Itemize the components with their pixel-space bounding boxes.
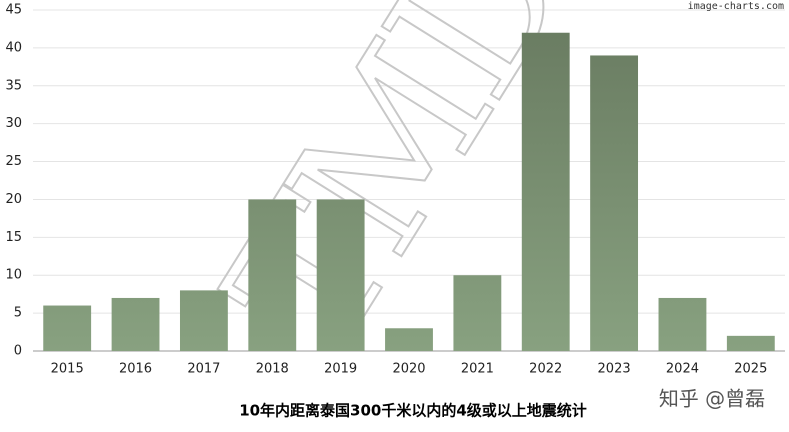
y-tick-label: 5 bbox=[14, 306, 22, 321]
x-tick-label: 2024 bbox=[666, 362, 699, 377]
x-tick-label: 2019 bbox=[324, 362, 357, 377]
bar bbox=[453, 275, 502, 351]
y-tick-label: 15 bbox=[5, 230, 22, 245]
bar bbox=[726, 335, 775, 351]
bar bbox=[590, 55, 639, 351]
x-tick-label: 2025 bbox=[734, 362, 767, 377]
y-tick-label: 30 bbox=[5, 116, 22, 131]
x-tick-label: 2016 bbox=[119, 362, 152, 377]
bar bbox=[521, 32, 570, 351]
x-tick-label: 2020 bbox=[392, 362, 425, 377]
y-tick-label: 10 bbox=[5, 268, 22, 283]
bar bbox=[179, 290, 228, 351]
x-tick-label: 2021 bbox=[461, 362, 494, 377]
y-tick-label: 0 bbox=[14, 344, 22, 359]
x-tick-label: 2023 bbox=[598, 362, 631, 377]
watermark-site: image-charts.com bbox=[688, 1, 784, 12]
y-tick-label: 35 bbox=[5, 78, 22, 93]
watermark-author: 知乎 @曾磊 bbox=[659, 387, 765, 411]
bar bbox=[111, 297, 160, 351]
y-tick-label: 45 bbox=[5, 3, 22, 18]
x-tick-label: 2022 bbox=[529, 362, 562, 377]
y-tick-label: 40 bbox=[5, 40, 22, 55]
bar bbox=[316, 199, 365, 351]
bar bbox=[43, 305, 92, 351]
chart-title: 10年内距离泰国300千米以内的4级或以上地震统计 bbox=[239, 402, 587, 420]
x-tick-label: 2017 bbox=[187, 362, 220, 377]
y-tick-label: 20 bbox=[5, 192, 22, 207]
x-tick-label: 2015 bbox=[51, 362, 84, 377]
bar bbox=[385, 328, 433, 351]
bar bbox=[658, 297, 707, 351]
bar bbox=[248, 199, 297, 351]
x-tick-label: 2018 bbox=[256, 362, 289, 377]
y-tick-label: 25 bbox=[5, 154, 22, 169]
